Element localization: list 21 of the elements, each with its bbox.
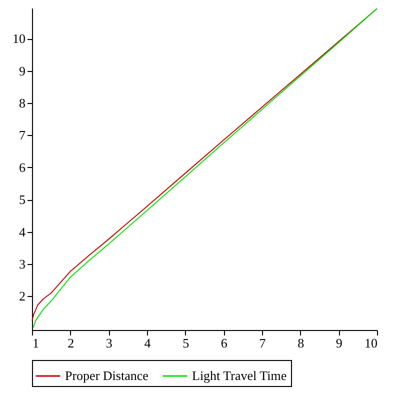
y-tick-label: 6 <box>19 160 26 175</box>
x-tick-label: 1 <box>32 336 39 350</box>
x-tick-label: 8 <box>298 336 304 350</box>
y-tick-label: 4 <box>19 224 26 240</box>
x-tick-label: 7 <box>259 336 266 350</box>
y-tick-label: 3 <box>19 256 26 272</box>
x-tick-label: 10 <box>364 336 378 350</box>
x-tick-label: 4 <box>144 336 152 350</box>
x-tick-label: 9 <box>336 336 342 350</box>
legend-label: Proper Distance <box>65 368 149 383</box>
y-tick-label: 2 <box>19 288 26 304</box>
legend-label: Light Travel Time <box>192 368 287 383</box>
x-tick-label: 5 <box>182 336 190 350</box>
x-tick-label: 6 <box>220 336 228 350</box>
x-tick-label: 2 <box>68 336 74 350</box>
y-tick-label: 5 <box>19 192 26 208</box>
y-tick-label: 8 <box>19 95 26 110</box>
y-tick-label: 7 <box>19 128 26 143</box>
y-tick-label: 9 <box>19 63 26 78</box>
x-tick-label: 3 <box>106 336 112 350</box>
y-tick-label: 10 <box>12 31 26 46</box>
